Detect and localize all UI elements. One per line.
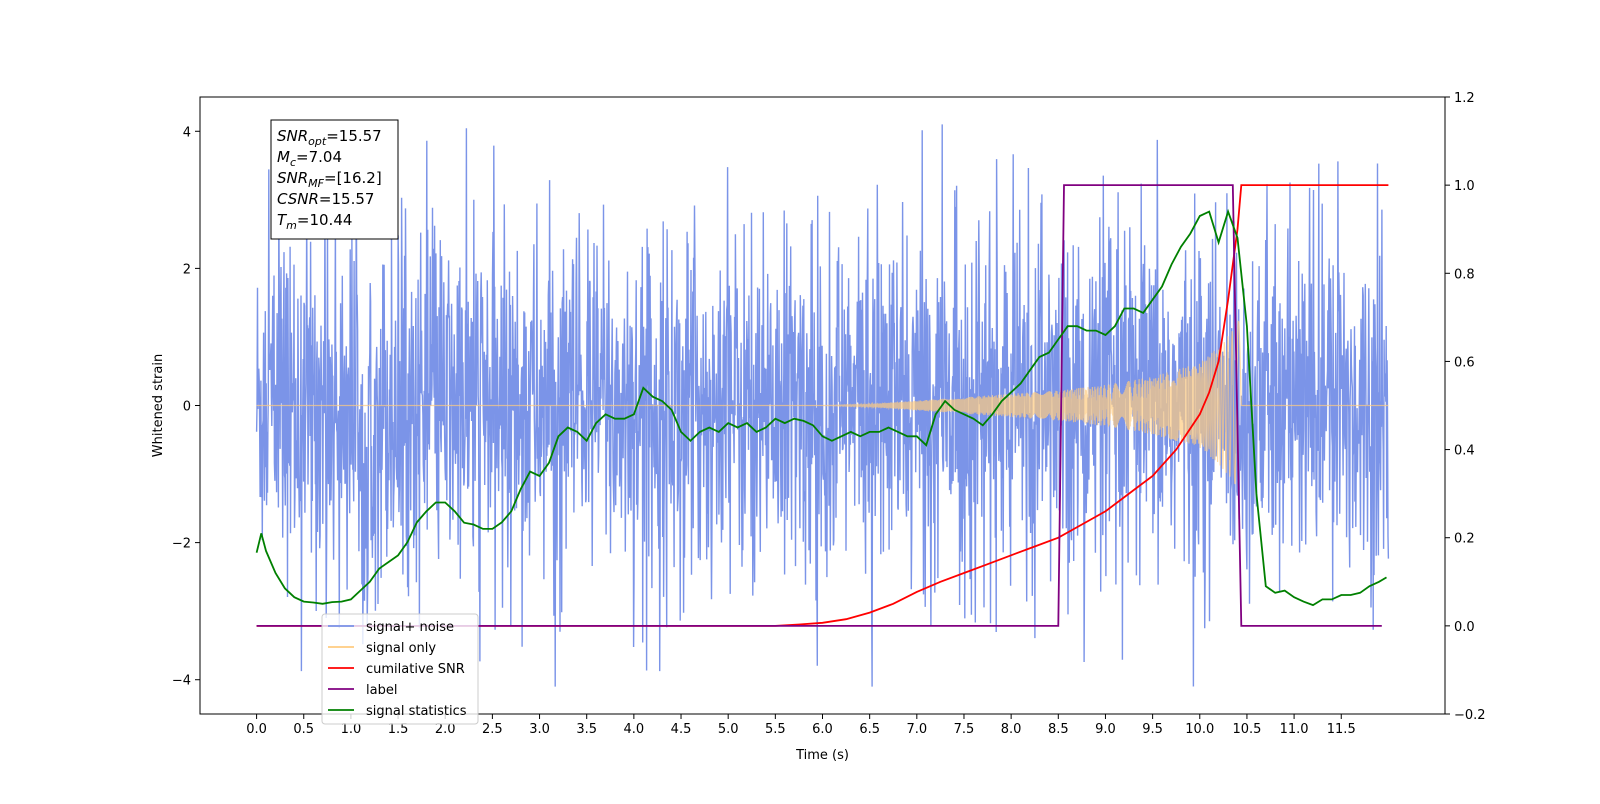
annotation-box: SNRopt=15.57Mc=7.04SNRMF=[16.2]CSNR=15.5… — [270, 119, 399, 240]
legend: signal+ noise signal only cumilative SNR la… — [321, 613, 479, 725]
y-axis-right: −0.2 0.0 0.2 0.4 0.6 0.8 1.0 1.2 — [1445, 91, 1486, 723]
legend-label: signal+ noise — [366, 620, 454, 635]
x-tick-label: 9.5 — [1142, 722, 1163, 737]
annotation-line: Mc=7.04 — [277, 148, 342, 169]
x-tick-label: 7.5 — [954, 722, 975, 737]
annotation-line: CSNR=15.57 — [277, 190, 374, 208]
x-tick-label: 5.0 — [718, 722, 739, 737]
annotation-line: SNRMF=[16.2] — [277, 169, 382, 190]
x-tick-label: 6.5 — [859, 722, 880, 737]
x-tick-label: 10.0 — [1185, 722, 1214, 737]
legend-label: signal only — [366, 641, 436, 656]
legend-label: signal statistics — [366, 704, 467, 719]
y-tick-label-left: 4 — [183, 125, 191, 140]
annotation-line: Tm=10.44 — [277, 211, 352, 232]
x-tick-label: 0.5 — [293, 722, 314, 737]
x-axis-label: Time (s) — [795, 748, 849, 763]
x-tick-label: 8.0 — [1001, 722, 1022, 737]
series-line-signal-statistics — [255, 208, 1387, 607]
x-tick-label: 3.0 — [529, 722, 550, 737]
x-tick-label: 6.0 — [812, 722, 833, 737]
y-tick-label-right: 0.8 — [1454, 267, 1475, 282]
y-tick-label-left: −2 — [172, 537, 191, 552]
y-tick-label-right: 1.2 — [1454, 91, 1475, 106]
legend-label: cumilative SNR — [366, 662, 465, 677]
x-tick-label: 2.0 — [435, 722, 456, 737]
x-tick-label: 9.0 — [1095, 722, 1116, 737]
y-tick-label-right: 0.4 — [1454, 444, 1475, 459]
y-axis-label-left: Whitened strain — [151, 354, 166, 457]
x-tick-label: 2.5 — [482, 722, 503, 737]
x-tick-label: 10.5 — [1232, 722, 1261, 737]
x-tick-label: 4.5 — [671, 722, 692, 737]
x-tick-label: 4.0 — [624, 722, 645, 737]
x-tick-label: 11.5 — [1327, 722, 1356, 737]
series-line-label — [256, 184, 1382, 627]
x-tick-label: 5.5 — [765, 722, 786, 737]
legend-label: label — [366, 683, 397, 698]
annotation-line: SNRopt=15.57 — [277, 127, 382, 148]
y-axis-left: −4 −2 0 2 4 — [172, 125, 200, 689]
y-tick-label-right: 1.0 — [1454, 179, 1475, 194]
x-tick-label: 1.0 — [341, 722, 362, 737]
series-line-cumilative-snr — [256, 184, 1389, 627]
x-tick-label: 11.0 — [1280, 722, 1309, 737]
y-tick-label-right: 0.2 — [1454, 532, 1475, 547]
legend-frame — [321, 613, 479, 725]
annotation-frame — [270, 119, 399, 240]
y-tick-label-right: 0.0 — [1454, 620, 1475, 635]
y-tick-label-left: 2 — [183, 262, 191, 277]
x-tick-label: 7.0 — [906, 722, 927, 737]
y-tick-label-right: 0.6 — [1454, 355, 1475, 370]
x-tick-label: 0.0 — [246, 722, 267, 737]
series-layer — [255, 124, 1390, 687]
x-tick-label: 3.5 — [576, 722, 597, 737]
y-tick-label-left: −4 — [172, 674, 191, 689]
y-tick-label-right: −0.2 — [1454, 708, 1486, 723]
x-tick-label: 1.5 — [388, 722, 409, 737]
y-tick-label-left: 0 — [183, 400, 191, 415]
series-line-signal-only — [256, 320, 1389, 485]
x-tick-label: 8.5 — [1048, 722, 1069, 737]
x-axis: 0.0 0.5 1.0 1.5 2.0 2.5 3.0 3.5 4.0 4.5 5.0 5.5 6.0 6… — [246, 714, 1356, 737]
